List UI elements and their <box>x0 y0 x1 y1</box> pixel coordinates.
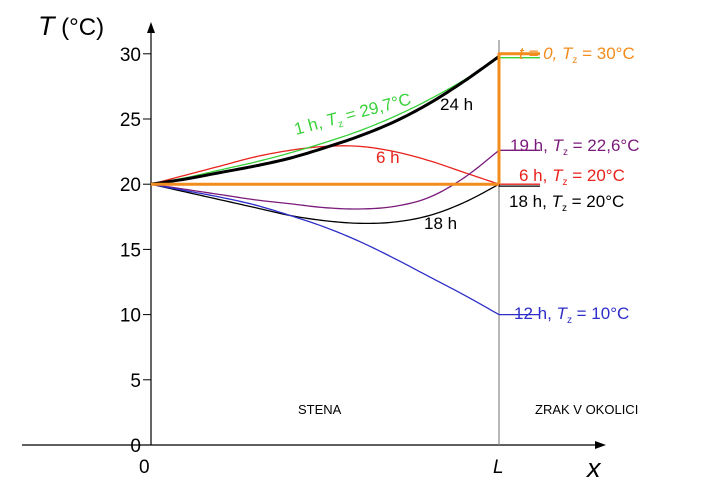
label-24h: 24 h <box>440 95 473 114</box>
series-layer <box>150 52 540 316</box>
label-18h-wall: 18 h <box>424 214 457 233</box>
label-12h: 12 h, Tz = 10°C <box>514 304 629 326</box>
series-line-2 <box>150 55 500 186</box>
y-axis-arrow <box>147 22 155 33</box>
series-line-3 <box>150 145 500 185</box>
label-19h: 19 h, Tz = 22,6°C <box>510 136 639 158</box>
label-18h-amb: 18 h, Tz = 20°C <box>509 192 624 214</box>
y-tick-label: 25 <box>120 110 141 131</box>
series-ambient-0 <box>497 52 540 185</box>
x-axis-title: x <box>585 453 602 483</box>
axes <box>22 22 606 449</box>
series-line-5 <box>150 183 500 225</box>
x-tick-label: L <box>493 457 504 478</box>
y-tick-label: 5 <box>130 371 141 392</box>
y-tick-label: 15 <box>120 240 141 261</box>
y-axis-unit: (°C) <box>55 14 105 41</box>
series-line-1 <box>150 57 500 185</box>
y-tick-label: 0 <box>130 436 141 457</box>
x-axis-arrow <box>595 441 606 449</box>
label-t0: t = 0, Tz = 30°C <box>519 44 635 66</box>
region-label-air: ZRAK V OKOLICI <box>535 402 638 417</box>
y-tick-label: 10 <box>120 306 141 327</box>
label-6h-wall: 6 h <box>376 148 400 167</box>
x-tick-label: 0 <box>139 457 150 478</box>
series-line-4 <box>150 149 500 210</box>
region-label-wall: STENA <box>298 402 342 417</box>
y-ticks: 0 5 10 15 20 25 30 <box>120 45 151 457</box>
series-line-6 <box>150 183 500 316</box>
y-tick-label: 30 <box>120 45 141 66</box>
label-6h-amb: 6 h, Tz = 20°C <box>519 166 625 188</box>
y-axis-symbol: T <box>38 11 57 41</box>
y-tick-label: 20 <box>120 175 141 196</box>
y-axis-title: T (°C) <box>38 11 104 41</box>
